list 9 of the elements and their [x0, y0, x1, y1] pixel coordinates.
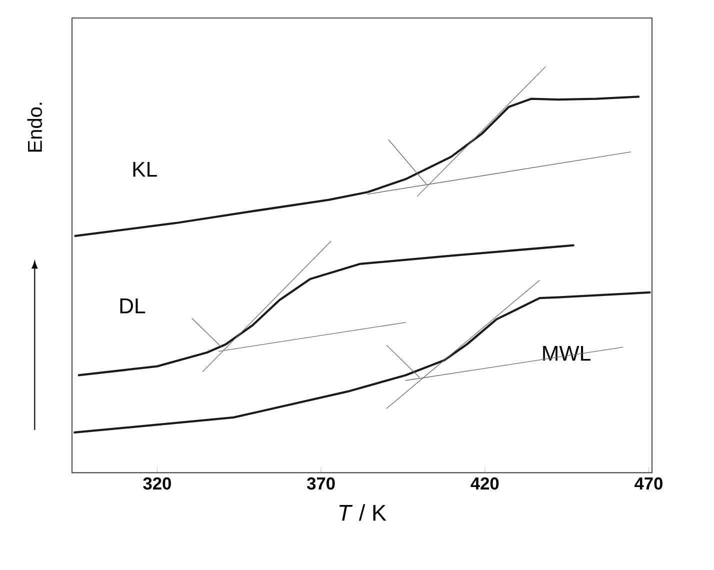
x-tick-label: 370 — [306, 477, 335, 490]
y-axis-title: Endo. — [27, 102, 42, 152]
text: KL — [133, 162, 157, 177]
x-axis-title: T / K — [339, 504, 386, 521]
text: DL — [120, 298, 146, 314]
x-tick-label: 420 — [470, 477, 499, 490]
x-tick-label: 320 — [143, 477, 171, 490]
text: MWL — [543, 346, 590, 361]
x-tick-label: 470 — [634, 477, 662, 490]
